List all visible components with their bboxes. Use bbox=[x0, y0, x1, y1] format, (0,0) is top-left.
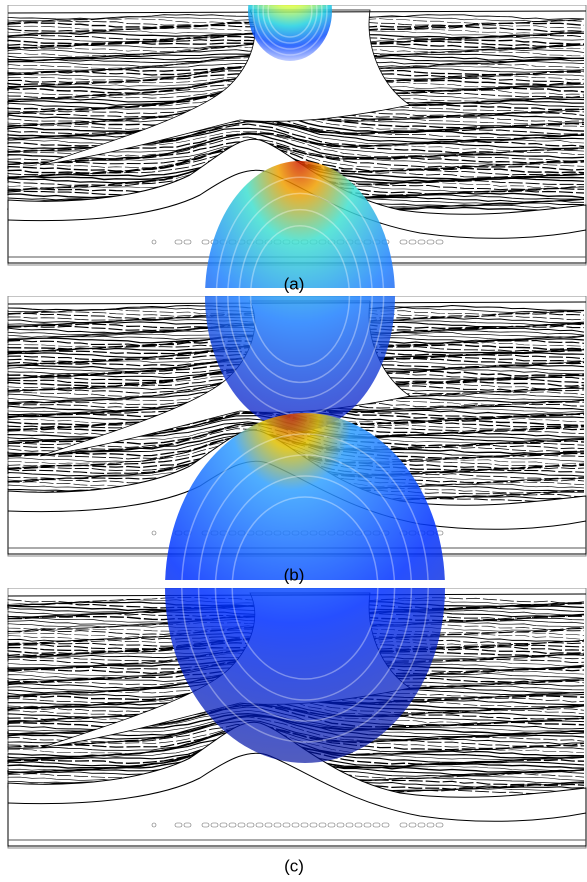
sediment-layer bbox=[7, 434, 585, 461]
receiver bbox=[354, 822, 363, 828]
panel-clip-top bbox=[0, 580, 587, 588]
receiver bbox=[435, 822, 444, 828]
sediment-layer bbox=[7, 156, 585, 186]
sediment-layer bbox=[7, 716, 585, 743]
sediment-layer bbox=[7, 113, 585, 135]
receiver bbox=[210, 822, 219, 828]
receiver bbox=[435, 239, 444, 245]
wavefield bbox=[248, 0, 332, 61]
receiver bbox=[345, 822, 354, 828]
receiver bbox=[309, 822, 318, 828]
receiver bbox=[255, 822, 264, 828]
receiver bbox=[291, 822, 300, 828]
receiver bbox=[426, 822, 435, 828]
receiver bbox=[381, 822, 390, 828]
sediment-layer bbox=[7, 390, 585, 410]
sediment-layer bbox=[7, 401, 585, 424]
receiver bbox=[219, 822, 228, 828]
sediment-layer bbox=[7, 133, 585, 160]
wavefront-ring bbox=[252, 0, 328, 56]
sediment-layer bbox=[7, 98, 585, 119]
sediment-layer bbox=[7, 121, 585, 145]
panel-label: (a) bbox=[284, 274, 305, 293]
sediment-layer bbox=[7, 163, 584, 191]
sediment-layer bbox=[7, 704, 585, 728]
sediment-layer bbox=[7, 694, 585, 716]
receiver bbox=[264, 822, 273, 828]
panel-label: (b) bbox=[284, 565, 305, 584]
receiver bbox=[151, 530, 157, 536]
receiver bbox=[363, 822, 372, 828]
receiver bbox=[246, 822, 255, 828]
sediment-layer bbox=[7, 144, 585, 172]
sediment-layer bbox=[7, 153, 585, 178]
sediment-layer bbox=[7, 146, 585, 174]
receiver bbox=[151, 822, 157, 828]
sediment-layer bbox=[7, 443, 585, 470]
panel-label: (c) bbox=[284, 856, 304, 875]
sediment-layer bbox=[7, 452, 585, 480]
receiver bbox=[336, 822, 345, 828]
receiver bbox=[426, 239, 435, 245]
panel-clip-top bbox=[0, 288, 587, 296]
receiver bbox=[183, 239, 192, 245]
receiver bbox=[327, 822, 336, 828]
receiver bbox=[273, 822, 282, 828]
receiver bbox=[282, 822, 291, 828]
panels bbox=[0, 0, 587, 849]
sediment-layer bbox=[7, 683, 585, 704]
receiver bbox=[408, 822, 417, 828]
receiver bbox=[408, 239, 417, 245]
receiver bbox=[417, 239, 426, 245]
wavefront-ring bbox=[262, 0, 318, 44]
receiver bbox=[300, 822, 309, 828]
sediment-layer bbox=[7, 143, 585, 166]
panel bbox=[0, 413, 587, 849]
receiver bbox=[174, 822, 183, 828]
panel-clip-top bbox=[0, 0, 587, 5]
sediment-layer bbox=[7, 725, 585, 749]
receiver bbox=[399, 239, 408, 245]
sediment-layer bbox=[7, 456, 585, 486]
wavefront-ring bbox=[267, 0, 313, 38]
receiver bbox=[417, 822, 426, 828]
sediment-layer bbox=[7, 424, 585, 451]
wavefront-ring bbox=[257, 0, 323, 50]
receiver bbox=[318, 822, 327, 828]
sediment-layer bbox=[7, 120, 585, 143]
receiver bbox=[201, 822, 210, 828]
sediment-layer bbox=[7, 438, 585, 465]
receiver bbox=[174, 239, 183, 245]
receiver bbox=[228, 822, 237, 828]
sediment-layer bbox=[7, 723, 585, 747]
receiver bbox=[151, 239, 157, 245]
sediment-layer bbox=[7, 412, 585, 436]
sediment-layer bbox=[7, 123, 585, 148]
receiver bbox=[399, 822, 408, 828]
sediment-layer bbox=[7, 659, 585, 673]
receiver bbox=[183, 822, 192, 828]
receiver bbox=[237, 822, 246, 828]
receiver bbox=[372, 822, 381, 828]
receiver bbox=[201, 239, 210, 245]
sediment-layer bbox=[7, 142, 585, 168]
